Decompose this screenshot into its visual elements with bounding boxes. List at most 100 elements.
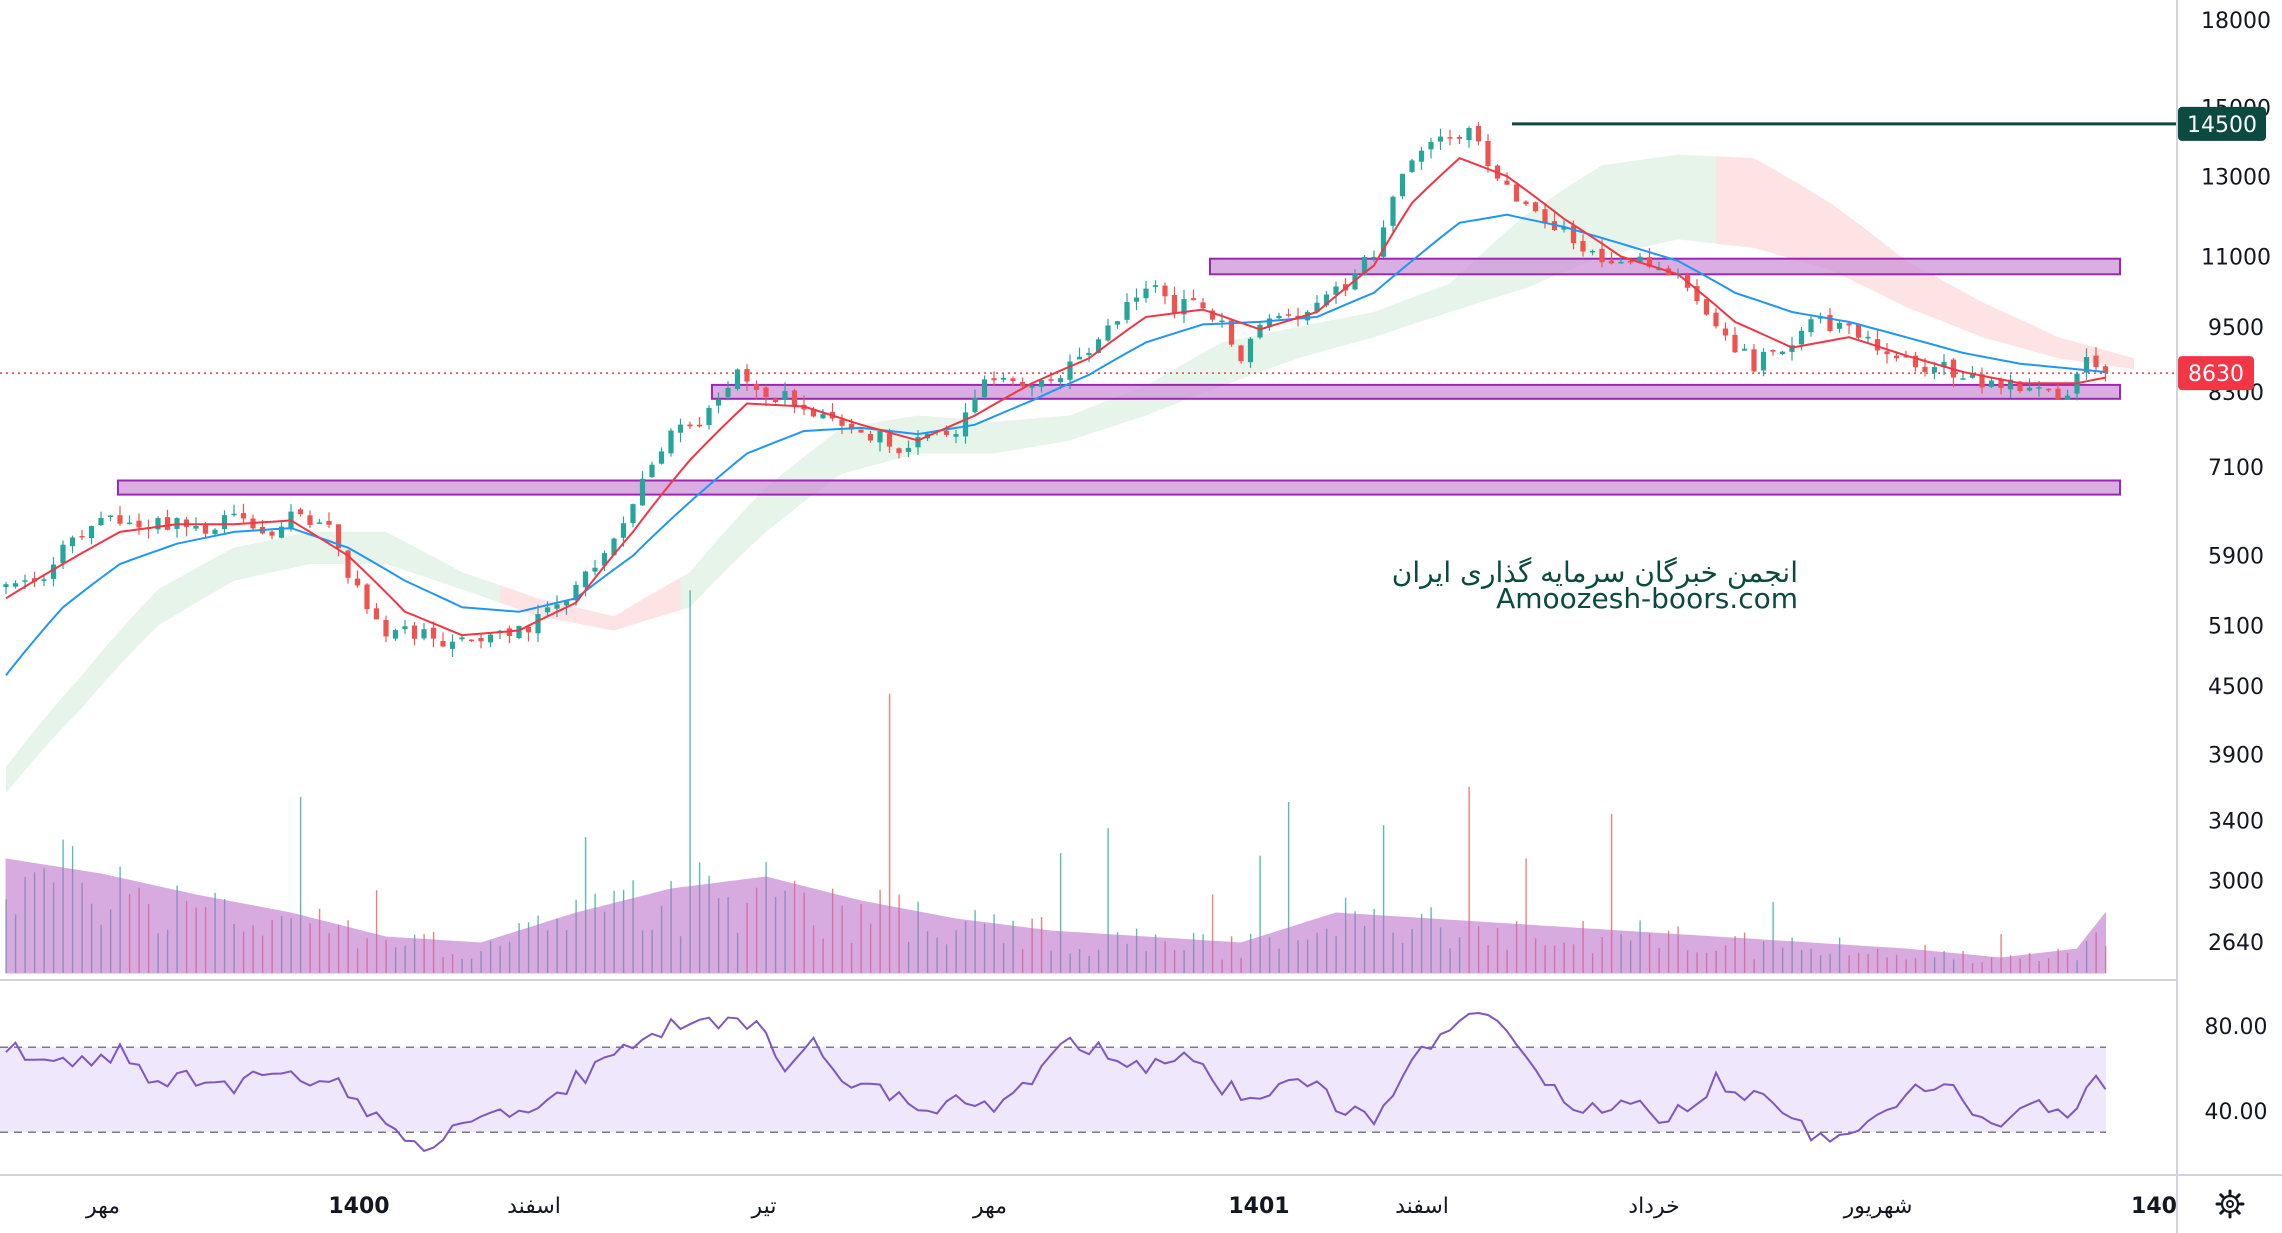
time-tick-label: 1400 bbox=[328, 1194, 389, 1219]
candle-body bbox=[1523, 201, 1529, 205]
candle-body bbox=[1181, 299, 1187, 315]
candle-body bbox=[1048, 379, 1054, 381]
candle-body bbox=[1247, 338, 1254, 363]
candle-body bbox=[1124, 302, 1130, 320]
candle-body bbox=[1152, 285, 1159, 287]
price-tick-label: 4500 bbox=[2208, 675, 2264, 700]
candle-body bbox=[117, 515, 123, 524]
candle-body bbox=[563, 601, 570, 606]
candle-body bbox=[630, 504, 636, 523]
candle-body bbox=[1143, 288, 1149, 299]
candle-body bbox=[1874, 339, 1881, 351]
candle-body bbox=[725, 388, 731, 397]
volume-bar bbox=[689, 590, 691, 973]
candle-body bbox=[468, 639, 475, 642]
candle-body bbox=[1485, 141, 1491, 166]
candle-body bbox=[1599, 248, 1605, 263]
candle-body bbox=[772, 398, 779, 402]
candle-body bbox=[1827, 315, 1833, 331]
candle-body bbox=[848, 423, 855, 430]
candle-body bbox=[953, 434, 959, 437]
volume-ma-fill bbox=[5, 858, 2106, 974]
candle-body bbox=[1798, 330, 1805, 345]
zone-rect bbox=[711, 383, 2121, 400]
candle-body bbox=[1722, 328, 1729, 336]
candle-body bbox=[430, 627, 437, 639]
candle-body bbox=[449, 641, 456, 649]
candle-body bbox=[573, 584, 579, 601]
candle-body bbox=[269, 531, 275, 536]
time-tick-label: اسفند bbox=[1395, 1194, 1449, 1219]
candle-body bbox=[164, 517, 171, 530]
candle-body bbox=[867, 434, 874, 441]
time-axis[interactable]: مهر 1400 اسفند تیر مهر 1401 اسفند خرداد شهریور 14… bbox=[85, 1194, 2177, 1219]
candle-body bbox=[2055, 388, 2061, 400]
candle-body bbox=[1285, 314, 1292, 316]
candle-body bbox=[1808, 319, 1814, 332]
candle-body bbox=[392, 630, 399, 639]
candle-body bbox=[1266, 318, 1273, 326]
candle-body bbox=[1884, 351, 1890, 355]
price-tick-label: 5100 bbox=[2208, 615, 2264, 640]
watermark-title: انجمن خبرگان سرمایه گذاری ایران bbox=[1392, 556, 1798, 589]
price-tick-label: 9500 bbox=[2208, 316, 2264, 341]
candle-body bbox=[858, 429, 864, 433]
gear-icon[interactable] bbox=[2215, 1189, 2245, 1219]
price-tick-label: 5900 bbox=[2208, 545, 2264, 570]
candle-body bbox=[1209, 310, 1216, 320]
rsi-tick-label: 80.00 bbox=[2205, 1015, 2268, 1040]
candle-body bbox=[1570, 225, 1577, 244]
candle-body bbox=[943, 430, 950, 435]
candle-body bbox=[1532, 202, 1539, 212]
candle-body bbox=[1171, 295, 1178, 313]
candle-body bbox=[1836, 322, 1843, 329]
candle-body bbox=[98, 518, 104, 525]
candle-body bbox=[544, 607, 551, 613]
price-tick-label: 3900 bbox=[2208, 744, 2264, 769]
candle-body bbox=[1114, 321, 1121, 325]
candle-body bbox=[554, 604, 560, 609]
zone-rect bbox=[117, 479, 2121, 496]
rsi-line bbox=[5, 1011, 2107, 1153]
candle-body bbox=[2045, 388, 2052, 391]
volume-bar bbox=[1525, 858, 1527, 973]
candle-body bbox=[1380, 227, 1387, 257]
candle-body bbox=[696, 424, 703, 427]
candle-body bbox=[1589, 250, 1596, 253]
candle-body bbox=[1086, 352, 1092, 356]
price-tick-label: 7100 bbox=[2208, 456, 2264, 481]
volume-bar bbox=[299, 796, 302, 973]
time-tick-label: شهریور bbox=[1843, 1194, 1913, 1219]
candle-body bbox=[1846, 323, 1852, 326]
candle-body bbox=[345, 550, 351, 578]
candle-body bbox=[373, 608, 380, 620]
candle-body bbox=[487, 634, 494, 643]
candle-body bbox=[601, 553, 608, 566]
price-tick-label: 18000 bbox=[2201, 9, 2271, 34]
candle-body bbox=[107, 515, 114, 517]
candle-body bbox=[1580, 241, 1586, 252]
cloud-bear-segment bbox=[1716, 156, 2134, 370]
support-resistance-zones bbox=[117, 257, 2121, 496]
candle-body bbox=[1428, 142, 1434, 150]
candle-body bbox=[1019, 382, 1026, 387]
candle-body bbox=[1418, 150, 1425, 162]
candle-body bbox=[307, 515, 313, 525]
candle-body bbox=[1760, 351, 1767, 371]
price-axis[interactable]: 1800015000130001100095008300710059005100… bbox=[2201, 9, 2271, 956]
candle-body bbox=[1057, 378, 1064, 383]
candle-body bbox=[50, 564, 57, 579]
candle-body bbox=[1228, 320, 1235, 345]
candle-body bbox=[915, 437, 921, 448]
rsi-axis[interactable]: 80.00 40.00 bbox=[2205, 1015, 2268, 1125]
candle-body bbox=[1010, 378, 1016, 382]
resistance-tag-box bbox=[2178, 106, 2266, 141]
rsi-pane bbox=[0, 1011, 2107, 1153]
candle-body bbox=[1162, 285, 1168, 297]
volume-bar bbox=[375, 890, 378, 973]
candle-body bbox=[687, 424, 693, 427]
candle-body bbox=[1988, 380, 1995, 387]
candle-body bbox=[981, 379, 988, 398]
ema-fast-line bbox=[5, 157, 2106, 637]
